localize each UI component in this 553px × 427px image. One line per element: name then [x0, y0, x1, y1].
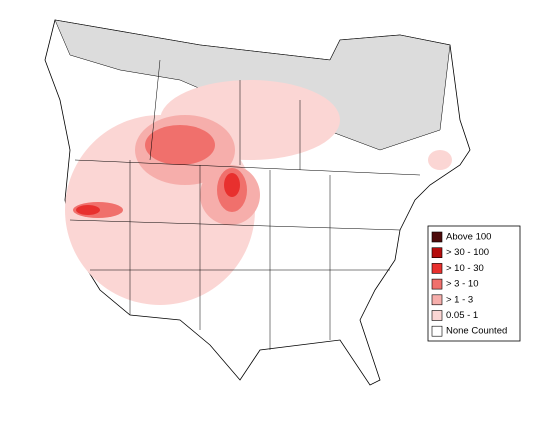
- legend-swatch: [431, 294, 443, 306]
- border: [149, 59, 301, 170]
- legend-swatch: [431, 263, 443, 274]
- legend-swatch: [431, 247, 443, 258]
- legend-label: Above 100: [446, 232, 491, 243]
- legend-label: > 1 - 3: [446, 294, 473, 305]
- legend-label: None Counted: [446, 326, 507, 337]
- legend-swatch: [431, 278, 443, 290]
- legend-label: > 3 - 10: [446, 279, 478, 290]
- area-high: [145, 125, 215, 165]
- legend-swatch: [431, 325, 443, 337]
- legend-label: > 10 - 30: [446, 263, 484, 274]
- area-top: [76, 205, 100, 215]
- area-low: [428, 150, 452, 170]
- border: [69, 219, 401, 271]
- legend-label: 0.05 - 1: [446, 310, 478, 321]
- border: [74, 159, 421, 176]
- legend-swatch: [431, 231, 443, 243]
- legend-swatch: [431, 310, 443, 321]
- legend-label: > 30 - 100: [446, 247, 489, 258]
- abundance: [65, 80, 452, 305]
- borders: [69, 59, 421, 350]
- area-top: [224, 173, 240, 197]
- legend-box: [427, 225, 521, 342]
- legend: Above 100 > 30 - 100 > 10 - 30 > 3 - 10 > 1 …: [431, 231, 507, 337]
- border: [129, 160, 331, 350]
